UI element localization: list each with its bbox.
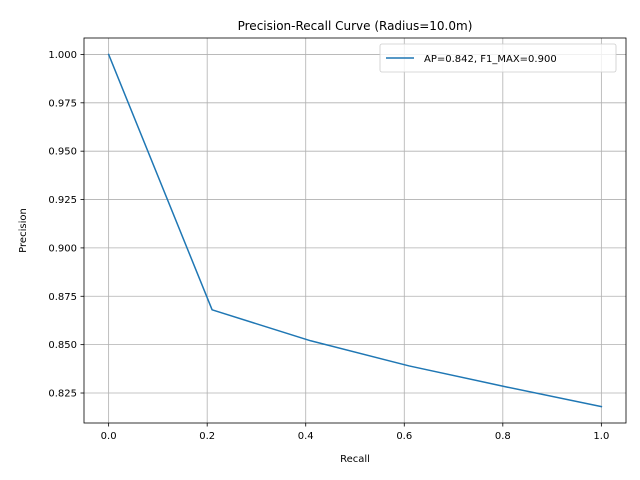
x-tick-label: 0.6: [396, 431, 412, 442]
series-layer: [107, 53, 603, 408]
y-axis: 0.825 0.850 0.875 0.900 0.925 0.950 0.975 1.000: [48, 50, 84, 400]
y-tick-label: 0.850: [48, 340, 77, 351]
y-tick-label: 0.925: [48, 195, 77, 206]
y-tick-label: 0.975: [48, 98, 77, 109]
y-axis-label: Precision: [18, 208, 29, 253]
x-tick-label: 0.2: [199, 431, 215, 442]
x-tick-label: 0.8: [495, 431, 511, 442]
grid-lines: [84, 38, 626, 423]
chart-title: Precision-Recall Curve (Radius=10.0m): [238, 19, 473, 33]
y-tick-label: 0.900: [48, 243, 77, 254]
x-axis-label: Recall: [340, 454, 370, 465]
legend-box: [379, 43, 617, 73]
x-axis: 0.0 0.2 0.4 0.6 0.8 1.0: [101, 423, 609, 442]
y-tick-label: 0.825: [48, 389, 77, 400]
x-tick-label: 0.0: [101, 431, 117, 442]
y-tick-label: 0.950: [48, 147, 77, 158]
y-tick-label: 0.875: [48, 292, 77, 303]
x-tick-label: 1.0: [593, 431, 609, 442]
series-line: [107, 53, 603, 408]
x-tick-label: 0.4: [298, 431, 314, 442]
axes-frame: [83, 37, 627, 424]
legend-label: AP=0.842, F1_MAX=0.900: [424, 54, 557, 65]
legend: AP=0.842, F1_MAX=0.900: [379, 43, 617, 73]
y-tick-label: 1.000: [48, 50, 77, 61]
